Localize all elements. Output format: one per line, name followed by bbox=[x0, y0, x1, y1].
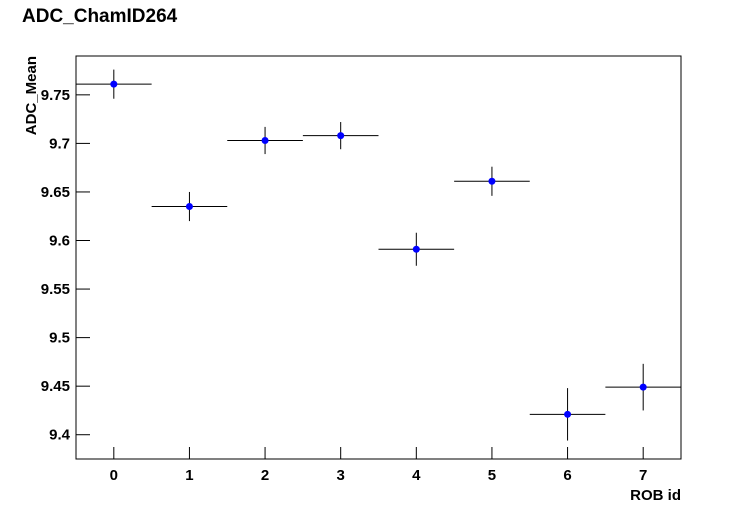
y-tick-label: 9.4 bbox=[49, 427, 71, 444]
x-tick-label: 2 bbox=[261, 467, 269, 484]
x-tick-label: 4 bbox=[412, 467, 421, 484]
y-tick-label: 9.6 bbox=[49, 233, 70, 250]
chart-title: ADC_ChamID264 bbox=[22, 6, 178, 27]
data-point bbox=[337, 132, 345, 140]
y-tick-label: 9.5 bbox=[49, 330, 70, 347]
data-point bbox=[412, 245, 420, 253]
x-axis-label: ROB id bbox=[630, 487, 681, 504]
x-tick-label: 5 bbox=[488, 467, 496, 484]
y-tick-label: 9.65 bbox=[41, 184, 70, 201]
x-tick-label: 1 bbox=[185, 467, 193, 484]
data-point bbox=[261, 136, 269, 144]
data-point bbox=[564, 410, 572, 418]
x-tick-label: 6 bbox=[563, 467, 571, 484]
data-point bbox=[639, 383, 647, 391]
x-tick-label: 0 bbox=[110, 467, 118, 484]
x-tick-label: 3 bbox=[337, 467, 345, 484]
y-tick-label: 9.55 bbox=[41, 281, 70, 298]
y-tick-label: 9.75 bbox=[41, 87, 70, 104]
data-point bbox=[110, 80, 118, 88]
y-tick-label: 9.7 bbox=[49, 135, 70, 152]
x-tick-label: 7 bbox=[639, 467, 647, 484]
y-axis-label: ADC_Mean bbox=[23, 56, 40, 135]
data-point bbox=[185, 203, 193, 211]
y-tick-label: 9.45 bbox=[41, 378, 70, 395]
data-point bbox=[488, 177, 496, 185]
plot-frame bbox=[75, 55, 682, 460]
